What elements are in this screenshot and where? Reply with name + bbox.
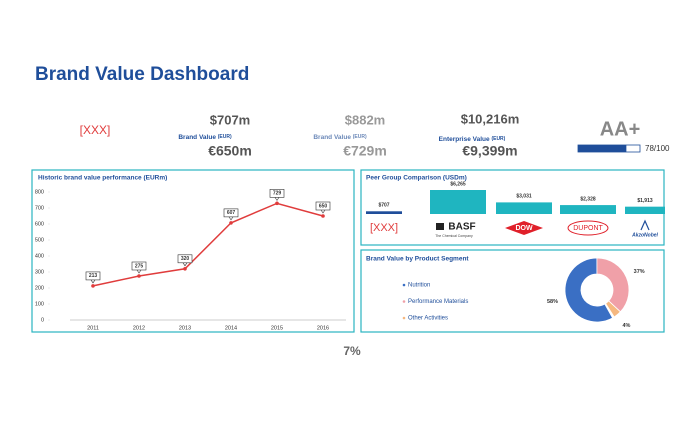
title: Brand Value Dashboard <box>35 64 249 85</box>
callout-pointer <box>274 197 280 201</box>
data-label: 650 <box>319 203 328 209</box>
rating-grade: AA+ <box>600 118 641 140</box>
panel <box>31 169 355 333</box>
placeholder: [XXX] <box>80 123 111 137</box>
kpi-usd: $882m <box>345 112 385 127</box>
legend-swatch <box>402 283 406 287</box>
point <box>275 201 279 206</box>
y-tick-label: 200 <box>35 285 44 291</box>
callout-box <box>223 208 239 218</box>
category-label: BASF <box>448 222 475 233</box>
logo-shape <box>505 221 543 235</box>
data-label: 275 <box>135 263 144 269</box>
y-tick-label: 800 <box>35 189 44 195</box>
y-tick-label: 0 <box>41 317 44 323</box>
kpi-eur: €650m <box>208 143 252 159</box>
point <box>229 221 233 225</box>
data-label: $3,031 <box>516 194 532 200</box>
data-label: $2,328 <box>580 196 596 202</box>
category-label: DUPONT <box>573 225 603 232</box>
callout-box <box>269 189 285 198</box>
kpi-label: Enterprise Value (EUR) <box>439 136 506 143</box>
logo-mark <box>436 223 444 230</box>
panel-title: Peer Group Comparison (USDm) <box>366 175 467 182</box>
data-label: 58% <box>547 299 558 305</box>
kpi-eur: €729m <box>343 143 387 159</box>
y-tick-label: 100 <box>35 301 44 307</box>
rating-label: 78/100 <box>645 144 670 153</box>
data-label: 320 <box>181 256 190 262</box>
callout-pointer <box>182 262 188 267</box>
callout-box <box>131 261 147 271</box>
x-tick-label: 2014 <box>225 325 237 331</box>
kpi-unit: (EUR) <box>491 136 505 142</box>
panel-title: Historic brand value performance (EURm) <box>38 175 167 182</box>
slice <box>605 300 621 318</box>
kpi-usd: $10,216m <box>461 111 520 126</box>
y-tick-label: 400 <box>35 253 44 259</box>
x-tick-label: 2016 <box>317 325 329 331</box>
data-label: 37% <box>634 269 645 275</box>
kpi-unit: (EUR) <box>353 134 367 140</box>
point <box>321 214 325 218</box>
y-tick-label: 600 <box>35 221 44 227</box>
kpi-usd: $707m <box>210 112 250 127</box>
kpi-label: Brand Value (EUR) <box>313 134 367 141</box>
point <box>137 274 141 278</box>
callout-box <box>315 201 331 211</box>
callout-box <box>85 271 101 281</box>
callout-pointer <box>320 209 326 214</box>
bar <box>430 190 486 214</box>
rating-fill <box>578 145 627 152</box>
y-tick-label: 500 <box>35 237 44 243</box>
footer-value: 7% <box>343 344 361 358</box>
data-label: 607 <box>227 210 236 216</box>
kpi-unit: (EUR) <box>218 134 232 140</box>
x-tick-label: 2013 <box>179 325 191 331</box>
kpi-label: Brand Value (EUR) <box>178 134 232 141</box>
legend-label: Other Activities <box>408 316 448 322</box>
legend-label: Nutrition <box>408 283 430 289</box>
panel-title: Brand Value by Product Segment <box>366 256 469 263</box>
bar <box>560 205 616 214</box>
point <box>183 267 187 271</box>
y-tick-label: 700 <box>35 205 44 211</box>
category-label: AkzoNobel <box>631 232 658 238</box>
x-tick-label: 2015 <box>271 325 283 331</box>
data-label: 729 <box>273 191 282 197</box>
callout-pointer <box>228 216 234 221</box>
callout-box <box>177 254 193 264</box>
x-tick-label: 2011 <box>87 325 99 331</box>
category-label: DOW <box>515 225 533 232</box>
y-tick-label: 300 <box>35 269 44 275</box>
category-caption: The Chemical Company <box>435 234 473 238</box>
legend-label: Performance Materials <box>408 299 468 305</box>
legend-swatch <box>402 316 406 320</box>
logo-shape <box>567 220 609 236</box>
callout-pointer <box>90 279 96 284</box>
kpi-label-text: Brand Value <box>313 134 351 141</box>
slice <box>564 257 614 323</box>
logo-shape <box>640 219 650 231</box>
data-label: 213 <box>89 273 98 279</box>
callout-pointer <box>136 269 142 274</box>
legend-swatch <box>402 300 406 303</box>
data-label: $1,913 <box>637 198 653 204</box>
category-label: [XXX] <box>370 222 398 234</box>
kpi-label-text: Enterprise Value <box>439 136 490 143</box>
bar <box>496 202 552 214</box>
point <box>91 284 95 288</box>
data-label: $6,265 <box>450 181 466 187</box>
bar <box>366 211 402 214</box>
data-label: $707 <box>378 203 389 209</box>
kpi-eur: €9,399m <box>462 143 517 159</box>
x-tick-label: 2012 <box>133 325 145 331</box>
bar <box>625 206 665 214</box>
line <box>92 202 324 287</box>
data-label: 4% <box>622 323 630 329</box>
kpi-label-text: Brand Value <box>178 134 216 141</box>
panel <box>360 249 665 333</box>
